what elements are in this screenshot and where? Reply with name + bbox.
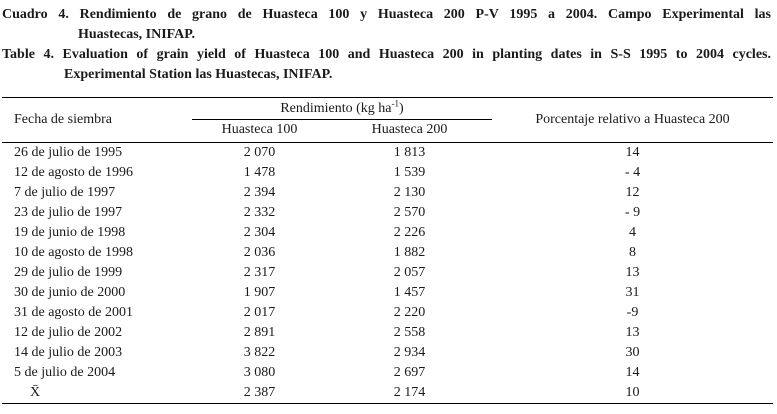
header-huasteca-200: Huasteca 200 <box>371 122 448 137</box>
cell-fecha: 5 de julio de 2004 <box>14 365 116 380</box>
table-row: 14 de julio de 2003 3 822 2 934 30 <box>2 343 773 363</box>
table-row: 26 de julio de 1995 2 070 1 813 14 <box>2 143 773 164</box>
cell-porcentaje: 13 <box>625 325 640 340</box>
cell-huasteca-200: 2 558 <box>393 325 426 340</box>
cell-porcentaje: - 9 <box>624 205 641 220</box>
cell-huasteca-200: 2 220 <box>393 305 426 320</box>
caption-en-line2: Experimental Station las Huastecas, INIF… <box>64 67 333 82</box>
cell-fecha: 10 de agosto de 1998 <box>14 245 133 260</box>
cell-fecha: 19 de junio de 1998 <box>14 225 126 240</box>
cell-porcentaje: - 4 <box>624 165 641 180</box>
cell-huasteca-200: 2 697 <box>393 365 426 380</box>
header-rendimiento-text: Rendimiento (kg ha <box>280 101 392 116</box>
cell-fecha: 12 de julio de 2002 <box>14 325 123 340</box>
header-rendimiento-superscript: -1 <box>391 98 400 109</box>
cell-huasteca-100: 2 394 <box>243 185 276 200</box>
header-huasteca-100: Huasteca 100 <box>221 122 298 137</box>
cell-porcentaje: 12 <box>625 185 640 200</box>
table-row: 29 de julio de 1999 2 317 2 057 13 <box>2 263 773 283</box>
caption-es-line1: Cuadro 4. Rendimiento de grano de Huaste… <box>2 7 771 22</box>
cell-huasteca-200: 1 457 <box>393 285 426 300</box>
cell-huasteca-200: 2 174 <box>393 385 426 400</box>
table-row: 7 de julio de 1997 2 394 2 130 12 <box>2 183 773 203</box>
cell-huasteca-100: 2 891 <box>243 325 276 340</box>
cell-fecha: 26 de julio de 1995 <box>14 145 123 160</box>
cell-fecha: 29 de julio de 1999 <box>14 265 123 280</box>
table-row: 12 de julio de 2002 2 891 2 558 13 <box>2 323 773 343</box>
table-row: 12 de agosto de 1996 1 478 1 539 - 4 <box>2 163 773 183</box>
cell-huasteca-100: 2 387 <box>243 385 276 400</box>
table-row: 10 de agosto de 1998 2 036 1 882 8 <box>2 243 773 263</box>
cell-porcentaje: -9 <box>626 305 639 320</box>
cell-huasteca-100: 3 080 <box>243 365 276 380</box>
cell-huasteca-100: 2 036 <box>243 245 276 260</box>
cell-huasteca-200: 2 570 <box>393 205 426 220</box>
cell-porcentaje: 30 <box>625 345 640 360</box>
table-row-mean: X̄ 2 387 2 174 10 <box>2 383 773 404</box>
cell-huasteca-200: 2 226 <box>393 225 426 240</box>
cell-huasteca-100: 1 478 <box>243 165 276 180</box>
yield-table: Fecha de siembra Rendimiento (kg ha-1) P… <box>2 97 773 404</box>
cell-fecha: X̄ <box>30 385 41 400</box>
cell-porcentaje: 8 <box>629 245 636 260</box>
header-rendimiento-group: Rendimiento (kg ha-1) <box>192 97 492 120</box>
caption-spanish: Cuadro 4. Rendimiento de grano de Huaste… <box>2 5 771 45</box>
header-fecha-de-siembra: Fecha de siembra <box>14 112 112 127</box>
caption-es-line2: Huastecas, INIFAP. <box>78 27 196 42</box>
cell-porcentaje: 14 <box>625 145 640 160</box>
table-body: 26 de julio de 1995 2 070 1 813 14 12 de ago… <box>2 143 773 404</box>
page: Cuadro 4. Rendimiento de grano de Huaste… <box>2 5 773 404</box>
cell-huasteca-100: 2 317 <box>243 265 276 280</box>
cell-fecha: 14 de julio de 2003 <box>14 345 123 360</box>
cell-huasteca-100: 2 070 <box>243 145 276 160</box>
cell-huasteca-100: 2 304 <box>243 225 276 240</box>
cell-porcentaje: 14 <box>625 365 640 380</box>
table-row: 31 de agosto de 2001 2 017 2 220 -9 <box>2 303 773 323</box>
cell-fecha: 30 de junio de 2000 <box>14 285 126 300</box>
cell-fecha: 7 de julio de 1997 <box>14 185 116 200</box>
cell-porcentaje: 31 <box>625 285 640 300</box>
cell-huasteca-100: 2 332 <box>243 205 276 220</box>
cell-huasteca-200: 1 539 <box>393 165 426 180</box>
table-header: Fecha de siembra Rendimiento (kg ha-1) P… <box>2 97 773 143</box>
cell-huasteca-200: 2 130 <box>393 185 426 200</box>
cell-porcentaje: 13 <box>625 265 640 280</box>
cell-huasteca-200: 2 934 <box>393 345 426 360</box>
table-row: 30 de junio de 2000 1 907 1 457 31 <box>2 283 773 303</box>
table-row: 23 de julio de 1997 2 332 2 570 - 9 <box>2 203 773 223</box>
cell-porcentaje: 4 <box>629 225 636 240</box>
cell-huasteca-100: 1 907 <box>243 285 276 300</box>
header-porcentaje-relativo: Porcentaje relativo a Huasteca 200 <box>535 112 730 127</box>
caption-english: Table 4. Evaluation of grain yield of Hu… <box>2 45 771 85</box>
header-rendimiento-close: ) <box>399 101 404 116</box>
table-row: 5 de julio de 2004 3 080 2 697 14 <box>2 363 773 383</box>
caption-en-line1: Table 4. Evaluation of grain yield of Hu… <box>2 47 771 62</box>
cell-fecha: 31 de agosto de 2001 <box>14 305 133 320</box>
cell-fecha: 23 de julio de 1997 <box>14 205 123 220</box>
table-row: 19 de junio de 1998 2 304 2 226 4 <box>2 223 773 243</box>
cell-porcentaje: 10 <box>625 385 640 400</box>
cell-huasteca-100: 2 017 <box>243 305 276 320</box>
cell-fecha: 12 de agosto de 1996 <box>14 165 133 180</box>
cell-huasteca-200: 1 882 <box>393 245 426 260</box>
cell-huasteca-200: 1 813 <box>393 145 426 160</box>
cell-huasteca-200: 2 057 <box>393 265 426 280</box>
cell-huasteca-100: 3 822 <box>243 345 276 360</box>
